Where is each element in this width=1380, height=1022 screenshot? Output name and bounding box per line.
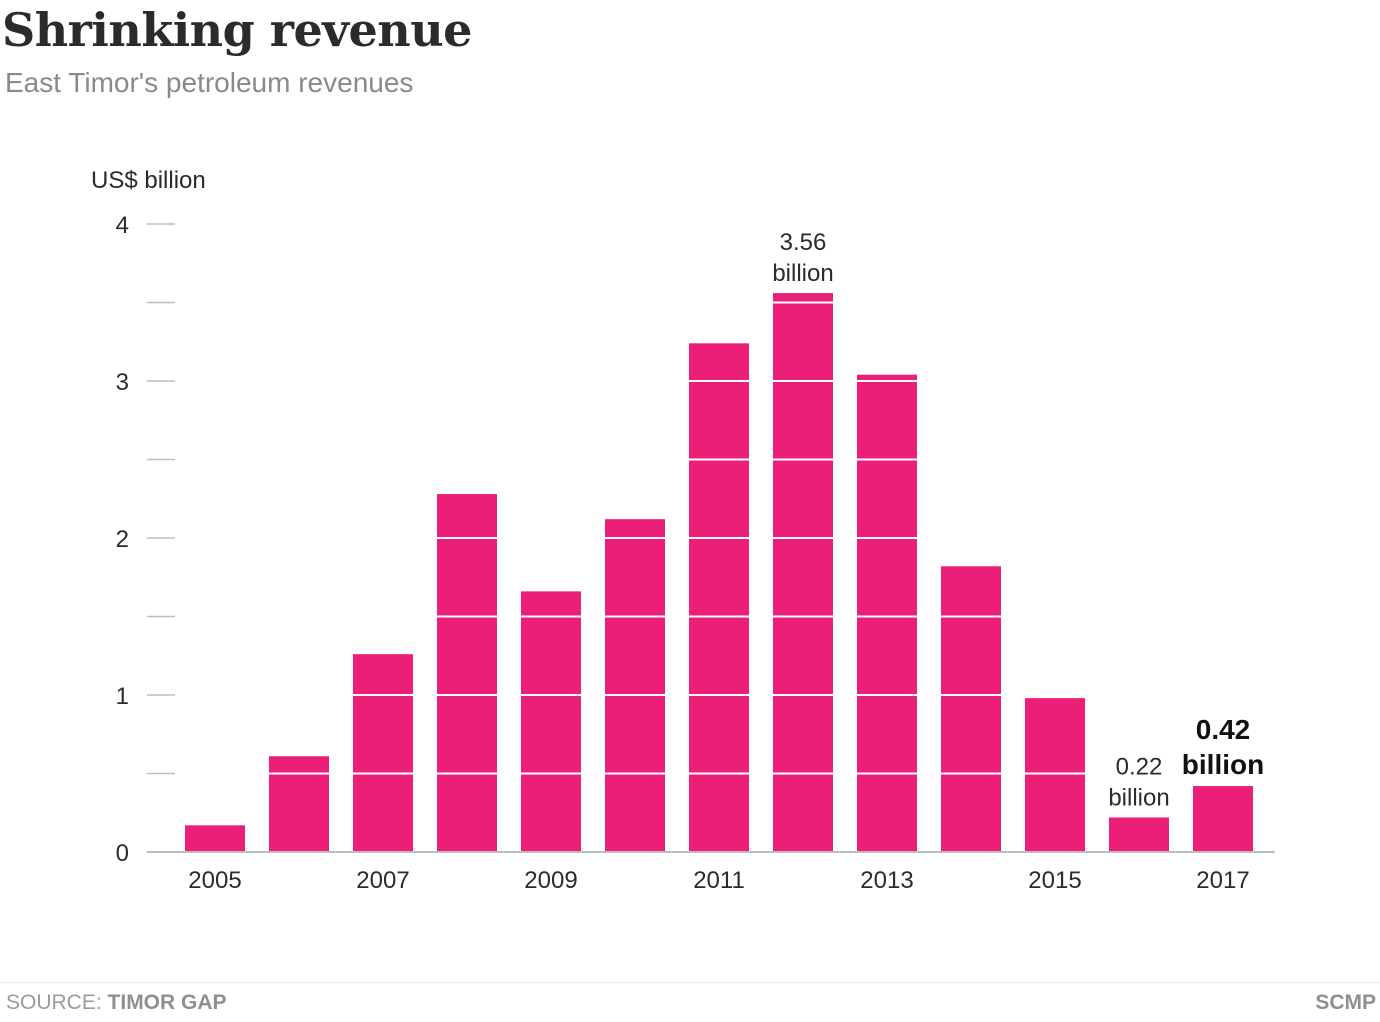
x-tick-label: 2005	[188, 867, 241, 894]
x-tick-label: 2015	[1028, 867, 1081, 894]
x-tick-label: 2011	[693, 867, 745, 894]
bar-2013	[857, 374, 917, 852]
annotation-2012-line-0: 3.56	[780, 229, 827, 256]
x-tick-label: 2013	[860, 867, 913, 894]
x-tick-label: 2009	[524, 867, 577, 894]
footer-divider	[0, 982, 1380, 983]
y-tick-label: 0	[116, 840, 129, 867]
page-title: Shrinking revenue	[2, 3, 472, 57]
bar-2007	[353, 654, 413, 852]
annotation-2012-line-1: billion	[772, 260, 833, 287]
bar-2006	[269, 756, 329, 852]
bar-2017	[1193, 786, 1253, 852]
bar-2011	[689, 343, 749, 852]
annotation-2017-line-0: 0.42	[1196, 714, 1251, 745]
annotation-2016-line-0: 0.22	[1116, 753, 1163, 780]
bar-2005	[185, 825, 245, 852]
source-credit: SOURCE: TIMOR GAP	[6, 990, 227, 1016]
x-tick-label: 2017	[1196, 867, 1249, 894]
bar-annotations: 3.56 billion 0.22 billion 0.42 billion	[772, 229, 1264, 811]
bar-2014	[941, 566, 1001, 852]
source-value: TIMOR GAP	[107, 991, 227, 1014]
bar-2008	[437, 494, 497, 852]
x-axis-labels: 2005 2007 2009 2011 2013 2015 2017	[188, 867, 1249, 894]
source-label: SOURCE:	[6, 991, 102, 1014]
y-tick-label: 4	[116, 212, 129, 239]
bars	[185, 293, 1253, 853]
brand-logo-text: SCMP	[1315, 991, 1376, 1014]
y-tick-label: 2	[116, 526, 129, 553]
annotation-2017-line-1: billion	[1182, 749, 1264, 780]
bar-2012	[773, 293, 833, 853]
gridline-overlay	[177, 223, 1275, 775]
bar-2009	[521, 591, 581, 852]
bar-2010	[605, 519, 665, 852]
page-subtitle: East Timor's petroleum revenues	[5, 67, 414, 98]
bar-2015	[1025, 698, 1085, 852]
bar-2016	[1109, 817, 1169, 852]
x-tick-label: 2007	[356, 867, 409, 894]
y-tick-label: 3	[116, 369, 129, 396]
y-axis-unit-label: US$ billion	[91, 167, 206, 194]
y-axis-ticks: 0 1 2 3 4	[116, 212, 175, 867]
y-tick-label: 1	[116, 683, 129, 710]
annotation-2016-line-1: billion	[1108, 784, 1169, 811]
